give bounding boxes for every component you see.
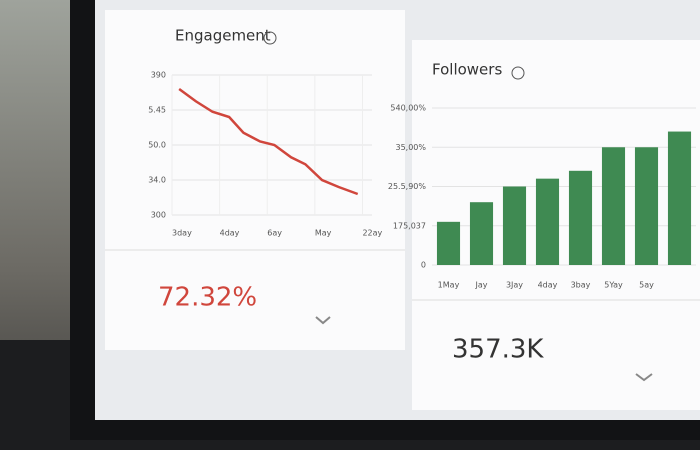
info-icon[interactable] [263,31,277,45]
chevron[interactable] [315,316,331,325]
x-tick-label: 4day [220,229,240,238]
x-tick-label: 5Yay [604,281,623,290]
y-tick-label: 25.5,90% [388,182,427,191]
bar [469,202,494,265]
kpi-value: 357.3K [452,335,544,365]
y-tick-label: 35,00% [395,143,426,152]
chevron[interactable] [635,373,653,382]
y-tick-label: 300 [151,211,166,220]
y-tick-label: 0 [421,261,426,270]
x-tick-label: 6ay [267,229,282,238]
x-tick-label: May [315,229,332,238]
bar [535,178,560,265]
panel-title: Engagement [175,27,271,45]
info-icon[interactable] [511,66,525,80]
x-tick-label: 1May [438,281,460,290]
y-tick-label: 34.0 [148,176,166,185]
bar [436,221,461,265]
bar [502,186,527,265]
bar [601,147,626,265]
x-tick-label: 3day [172,229,192,238]
x-tick-label: 5ay [639,281,654,290]
panel-title: Followers [432,61,502,79]
y-tick-label: 5.45 [148,106,166,115]
x-tick-label: 4day [538,281,558,290]
x-tick-label: 3Jay [506,281,523,290]
bar [634,147,659,265]
kpi-value: 72.32% [158,283,257,313]
bar [568,170,593,265]
x-tick-label: 3bay [571,281,591,290]
line-series [178,87,359,196]
y-tick-label: 390 [151,71,166,80]
x-tick-label: 22ay [362,229,382,238]
x-tick-label: Jay [475,281,488,290]
y-tick-label: 50.0 [148,141,166,150]
y-tick-label: 175,037 [393,221,426,230]
y-tick-label: 540,00% [390,104,426,113]
bar [667,131,692,265]
